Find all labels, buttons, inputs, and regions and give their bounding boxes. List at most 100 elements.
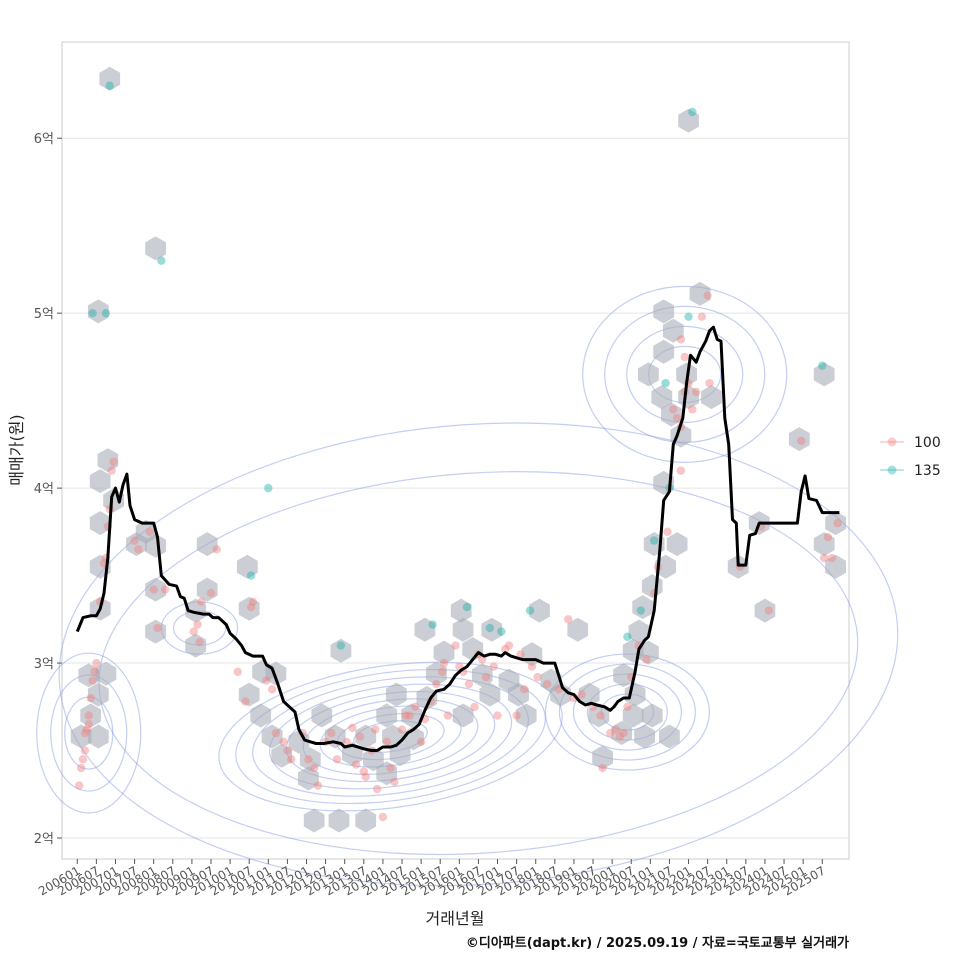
hexbin-cell: [97, 448, 119, 473]
y-tick-label: 4억: [34, 482, 54, 497]
point-100: [489, 662, 498, 671]
point-100: [107, 466, 116, 475]
point-100: [267, 685, 277, 694]
points-layer: [74, 81, 842, 822]
point-100: [464, 679, 474, 689]
point-100: [416, 737, 426, 746]
hexbin-cell: [611, 721, 633, 745]
point-100: [500, 644, 510, 654]
point-100: [663, 527, 672, 537]
hexbin-cell: [678, 108, 699, 133]
point-100: [283, 746, 292, 755]
point-100: [359, 767, 369, 776]
point-135: [264, 483, 273, 493]
point-100: [248, 597, 258, 607]
point-100: [615, 732, 624, 741]
hexbin-cell: [261, 724, 283, 749]
point-100: [542, 679, 552, 689]
point-100: [92, 658, 101, 668]
hexbin-cell: [355, 724, 377, 749]
point-135: [649, 536, 659, 545]
hexbin-cell: [238, 682, 260, 707]
point-135: [497, 627, 506, 636]
point-100: [520, 685, 529, 694]
point-100: [596, 711, 605, 720]
point-100: [397, 725, 407, 734]
point-135: [818, 361, 827, 370]
point-100: [797, 436, 806, 446]
hexbin-cell: [813, 532, 835, 557]
point-100: [390, 777, 399, 787]
hexbin-cell: [622, 703, 644, 728]
grid: [62, 137, 849, 839]
point-100: [823, 532, 833, 542]
hexbin-cell: [87, 682, 109, 707]
legend: 100 135: [880, 435, 941, 479]
point-100: [262, 676, 271, 685]
point-100: [705, 378, 714, 388]
point-100: [80, 728, 90, 738]
legend-label-135: 135: [914, 463, 941, 479]
hexbin-cell: [628, 619, 650, 644]
hexbin-cell: [416, 686, 438, 710]
point-100: [598, 763, 607, 773]
hexbin-cell: [376, 703, 398, 728]
point-100: [279, 737, 288, 746]
point-100: [691, 387, 701, 397]
point-100: [332, 755, 342, 764]
x-axis-title: 거래년월: [426, 909, 485, 928]
hexbin-cell: [298, 766, 319, 791]
hexbin-cell: [701, 385, 722, 410]
legend-key-dot-135: [887, 465, 897, 475]
hexbin-cell: [666, 532, 688, 557]
point-135: [684, 312, 693, 321]
point-135: [525, 606, 535, 615]
hexbin-cell: [236, 554, 258, 579]
point-100: [342, 737, 351, 746]
point-100: [371, 725, 380, 734]
contour-line: [626, 325, 744, 423]
point-100: [86, 693, 95, 703]
trend-line: [75, 325, 840, 752]
point-100: [130, 536, 139, 545]
hexbin-cell: [185, 633, 207, 658]
hexbin-cell: [78, 663, 100, 688]
point-135: [428, 620, 437, 629]
hexbin-cell: [515, 703, 537, 728]
y-tick-label: 6억: [34, 132, 54, 147]
hexbin-cell: [452, 617, 474, 642]
hexbin-cell: [634, 724, 655, 749]
hexbin-cell: [95, 661, 117, 686]
hexbin-cell: [330, 638, 352, 663]
point-100: [676, 466, 686, 475]
point-100: [241, 697, 250, 706]
point-100: [382, 737, 391, 746]
hexbin-cell: [145, 533, 166, 558]
point-100: [160, 585, 170, 594]
point-100: [206, 588, 216, 598]
point-100: [271, 728, 281, 738]
point-100: [109, 457, 118, 467]
point-100: [676, 335, 686, 344]
point-100: [348, 723, 357, 732]
point-135: [88, 308, 97, 318]
point-100: [672, 413, 682, 423]
contour-line: [36, 652, 142, 814]
point-100: [153, 623, 162, 633]
hexbin-cell: [145, 236, 166, 261]
contour-line: [235, 668, 546, 805]
point-100: [355, 732, 365, 741]
point-100: [405, 711, 414, 720]
hexbin-cell: [126, 532, 147, 557]
caption: ©디아파트(dapt.kr) / 2025.09.19 / 자료=국토교통부 실…: [466, 935, 849, 951]
hexbin-cell: [632, 595, 654, 620]
hexbin-cell: [754, 598, 776, 623]
point-100: [623, 702, 632, 711]
point-135: [688, 107, 697, 117]
point-100: [481, 672, 491, 682]
hexbin-cell: [651, 385, 673, 410]
point-135: [636, 606, 645, 615]
legend-label-100: 100: [914, 435, 941, 451]
point-100: [432, 679, 441, 689]
